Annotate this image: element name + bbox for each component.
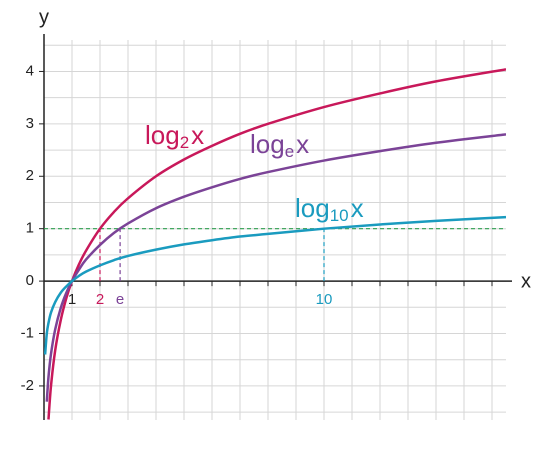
series-label-arg: x xyxy=(296,129,309,159)
x-tick-label: 1 xyxy=(68,291,76,308)
series-label-arg: x xyxy=(351,193,364,223)
y-tick-label: 1 xyxy=(26,220,34,237)
y-tick-label: 4 xyxy=(26,62,34,79)
y-axis-label: y xyxy=(39,6,49,28)
series-label-base: log xyxy=(145,120,180,150)
series-label: log10x xyxy=(295,193,364,226)
series-label-sub: 2 xyxy=(180,133,189,152)
y-tick-label: 0 xyxy=(26,272,34,289)
line xyxy=(45,133,506,402)
y-tick-label: -2 xyxy=(21,377,34,394)
series-label-base: log xyxy=(295,193,330,223)
series-label-base: log xyxy=(250,129,285,159)
series-label-arg: x xyxy=(191,120,204,150)
series-label: log2x xyxy=(145,120,204,153)
x-tick-label: e xyxy=(116,291,124,308)
x-tick-label: 10 xyxy=(316,291,333,308)
y-tick-label: 2 xyxy=(26,167,34,184)
line xyxy=(44,215,506,355)
line xyxy=(47,68,506,420)
y-tick-label: 3 xyxy=(26,115,34,132)
series-label-sub: 10 xyxy=(330,206,349,225)
series-label-sub: e xyxy=(285,142,294,161)
series-label: logex xyxy=(250,129,309,162)
x-tick-label: 2 xyxy=(96,291,104,308)
x-axis-label: x xyxy=(521,270,531,292)
y-tick-label: -1 xyxy=(21,324,34,341)
